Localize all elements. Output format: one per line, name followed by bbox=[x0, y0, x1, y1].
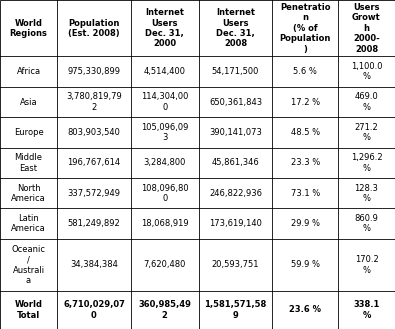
Text: Europe: Europe bbox=[14, 128, 43, 137]
Text: 34,384,384: 34,384,384 bbox=[70, 261, 118, 269]
Text: Internet
Users
Dec. 31,
2008: Internet Users Dec. 31, 2008 bbox=[216, 8, 255, 48]
Text: Africa: Africa bbox=[17, 67, 41, 76]
Text: 20,593,751: 20,593,751 bbox=[212, 261, 259, 269]
Text: 975,330,899: 975,330,899 bbox=[68, 67, 120, 76]
Text: 59.9 %: 59.9 % bbox=[291, 261, 320, 269]
Text: 105,096,09
3: 105,096,09 3 bbox=[141, 123, 188, 142]
Text: 7,620,480: 7,620,480 bbox=[143, 261, 186, 269]
Text: 469.0
%: 469.0 % bbox=[355, 92, 378, 112]
Text: Middle
East: Middle East bbox=[15, 153, 43, 173]
Text: 29.9 %: 29.9 % bbox=[291, 219, 320, 228]
Text: 338.1
%: 338.1 % bbox=[353, 300, 380, 320]
Text: 23.3 %: 23.3 % bbox=[291, 158, 320, 167]
Text: 271.2
%: 271.2 % bbox=[355, 123, 378, 142]
Text: 18,068,919: 18,068,919 bbox=[141, 219, 188, 228]
Text: 390,141,073: 390,141,073 bbox=[209, 128, 262, 137]
Text: 73.1 %: 73.1 % bbox=[291, 189, 320, 198]
Text: 173,619,140: 173,619,140 bbox=[209, 219, 262, 228]
Text: 45,861,346: 45,861,346 bbox=[212, 158, 260, 167]
Text: 337,572,949: 337,572,949 bbox=[68, 189, 120, 198]
Text: 1,296.2
%: 1,296.2 % bbox=[351, 153, 382, 173]
Text: 1,581,571,58
9: 1,581,571,58 9 bbox=[204, 300, 267, 320]
Text: Penetratio
n
(% of
Population
): Penetratio n (% of Population ) bbox=[280, 3, 331, 54]
Text: 196,767,614: 196,767,614 bbox=[68, 158, 120, 167]
Text: 3,780,819,79
2: 3,780,819,79 2 bbox=[66, 92, 122, 112]
Text: 48.5 %: 48.5 % bbox=[291, 128, 320, 137]
Text: 1,100.0
%: 1,100.0 % bbox=[351, 62, 382, 81]
Text: North
America: North America bbox=[11, 184, 46, 203]
Text: 17.2 %: 17.2 % bbox=[291, 98, 320, 107]
Text: 6,710,029,07
0: 6,710,029,07 0 bbox=[63, 300, 125, 320]
Text: 5.6 %: 5.6 % bbox=[293, 67, 317, 76]
Text: 650,361,843: 650,361,843 bbox=[209, 98, 262, 107]
Text: 23.6 %: 23.6 % bbox=[289, 306, 321, 315]
Text: 170.2
%: 170.2 % bbox=[355, 255, 378, 275]
Text: 54,171,500: 54,171,500 bbox=[212, 67, 259, 76]
Text: Oceanic
/
Australi
a: Oceanic / Australi a bbox=[11, 245, 45, 285]
Text: Internet
Users
Dec. 31,
2000: Internet Users Dec. 31, 2000 bbox=[145, 8, 184, 48]
Text: 4,514,400: 4,514,400 bbox=[144, 67, 186, 76]
Text: Users
Growt
h
2000-
2008: Users Growt h 2000- 2008 bbox=[352, 3, 381, 54]
Text: 108,096,80
0: 108,096,80 0 bbox=[141, 184, 188, 203]
Text: 3,284,800: 3,284,800 bbox=[143, 158, 186, 167]
Text: 860.9
%: 860.9 % bbox=[355, 214, 378, 233]
Text: 128.3
%: 128.3 % bbox=[355, 184, 378, 203]
Text: 803,903,540: 803,903,540 bbox=[68, 128, 120, 137]
Text: 581,249,892: 581,249,892 bbox=[68, 219, 120, 228]
Text: Asia: Asia bbox=[20, 98, 38, 107]
Text: 246,822,936: 246,822,936 bbox=[209, 189, 262, 198]
Text: World
Regions: World Regions bbox=[9, 18, 47, 38]
Text: Population
(Est. 2008): Population (Est. 2008) bbox=[68, 18, 120, 38]
Text: Latin
America: Latin America bbox=[11, 214, 46, 233]
Text: World
Total: World Total bbox=[15, 300, 43, 320]
Text: 114,304,00
0: 114,304,00 0 bbox=[141, 92, 188, 112]
Text: 360,985,49
2: 360,985,49 2 bbox=[138, 300, 191, 320]
